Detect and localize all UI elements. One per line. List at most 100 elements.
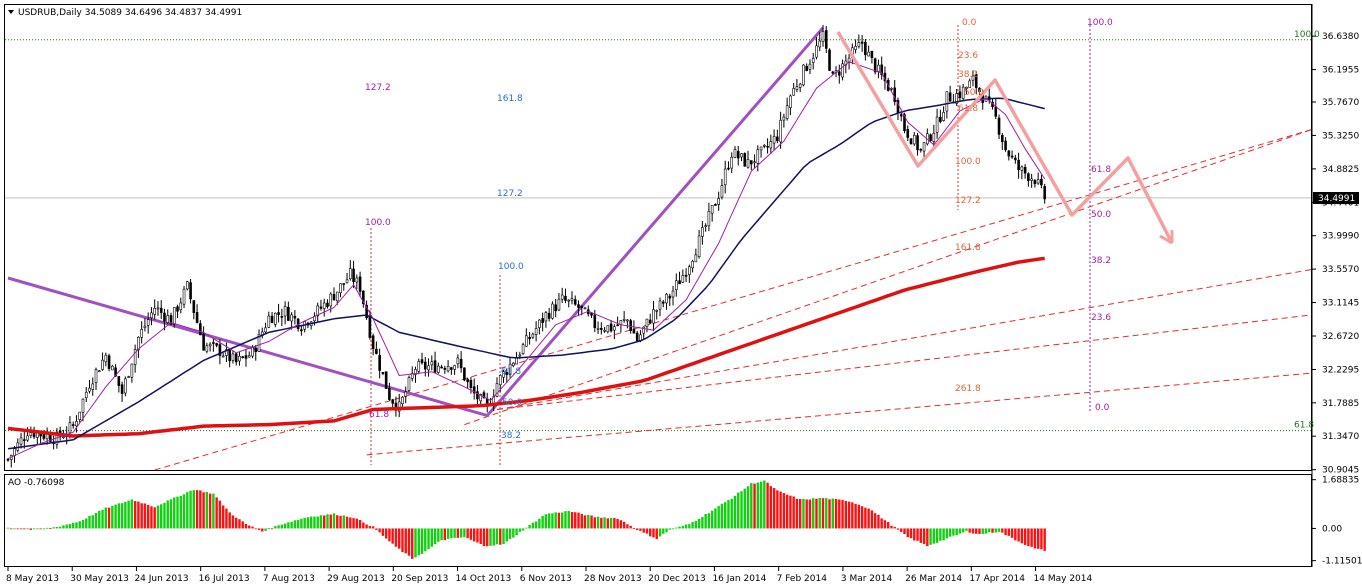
moving-averages [7,61,1046,460]
ao-bar [805,499,808,529]
candle-body [26,435,29,441]
candle-body [554,304,557,312]
candle-body [583,307,587,310]
ao-bar [495,528,499,545]
candle-body [453,365,456,370]
ao-bar [701,517,704,529]
fib-level-label: 100.0 [1087,18,1113,28]
fib-level-label: 161.8 [497,94,523,104]
ao-bar [802,498,805,529]
ao-bar [443,528,447,541]
candle-body [205,345,209,352]
candle-body [189,282,192,300]
ao-bar [88,515,91,529]
price-panel-frame [4,4,1312,471]
ao-bar [264,528,267,531]
awesome-oscillator-bars [6,480,1046,559]
ao-bar [883,520,887,529]
candle-body [16,442,20,451]
candle-body [955,93,958,104]
candle-body [446,366,450,372]
ao-bar [339,515,342,529]
candle-body [629,320,632,331]
candle-body [857,42,861,47]
candle-body [270,315,274,324]
ao-bar [417,528,420,556]
candle-body [1040,178,1043,186]
ao-bar [486,528,489,547]
collapse-triangle-icon[interactable] [8,10,14,14]
candle-body [1010,155,1014,158]
ao-bar [133,501,137,529]
candle-body [391,399,394,404]
forecast-arrow [836,31,1174,244]
ao-bar [662,528,665,534]
ao-bar [101,509,104,529]
candle-body [22,439,26,441]
uptrend-line [486,26,825,417]
time-tick-label: 20 Sep 2013 [391,574,448,584]
candle-body [521,344,525,354]
ao-bar [10,528,13,530]
candle-body [463,367,466,381]
ao-bar [290,521,293,529]
candle-body [961,86,965,99]
candle-body [221,355,225,358]
ao-bar [453,528,456,538]
candle-body [283,306,287,317]
ao-bar [772,487,776,529]
candle-body [127,376,130,378]
ao-bar [652,528,655,538]
ao-bar [521,528,525,531]
ao-bar [388,528,391,542]
trendline-dashed [496,314,1312,411]
ao-bar [489,528,492,546]
candle-body [772,136,776,144]
ao-bar [626,524,629,529]
ao-bar [323,515,326,529]
candle-body [244,355,248,359]
ao-bar [277,525,280,529]
candle-body [749,160,753,165]
ao-bar [746,486,750,529]
candle-body [573,299,577,305]
time-tick-label: 16 Jul 2013 [199,574,250,584]
ao-bar [153,507,156,529]
candle-body [49,435,52,442]
trendline-dashed [154,129,1312,471]
ao-bar [906,528,909,538]
fib-level-label: 127.2 [955,196,981,206]
candle-body [880,64,883,76]
ao-bar [714,508,717,529]
ao-bar [130,499,134,529]
ao-bar [52,527,55,529]
candle-body [864,41,867,56]
candle-body [169,315,173,325]
candle-body [388,388,391,400]
candle-body [942,112,945,121]
ohlc-values: 34.5089 34.6496 34.4837 34.4991 [85,8,242,18]
candle-body [407,377,411,391]
candle-body [208,343,212,347]
candle-body [378,355,381,371]
candle-body [231,353,235,361]
candle-body [593,314,597,328]
candle-body [616,324,619,327]
ao-bar [499,528,502,545]
sma-slow-line [7,256,1045,438]
candle-body [498,375,502,386]
ao-bar [127,500,130,529]
ao-bar [502,528,505,545]
candle-body [225,349,228,356]
ao-bar [551,513,554,529]
candle-body [678,280,681,285]
time-tick-label: 29 Aug 2013 [327,574,385,584]
ao-bar [336,515,339,529]
ao-bar [140,503,143,529]
ao-bar [1036,528,1040,549]
candle-body [870,50,874,58]
ao-bar [192,490,196,529]
candle-body [534,328,538,335]
ao-bar [965,528,968,531]
candle-body [130,363,134,378]
